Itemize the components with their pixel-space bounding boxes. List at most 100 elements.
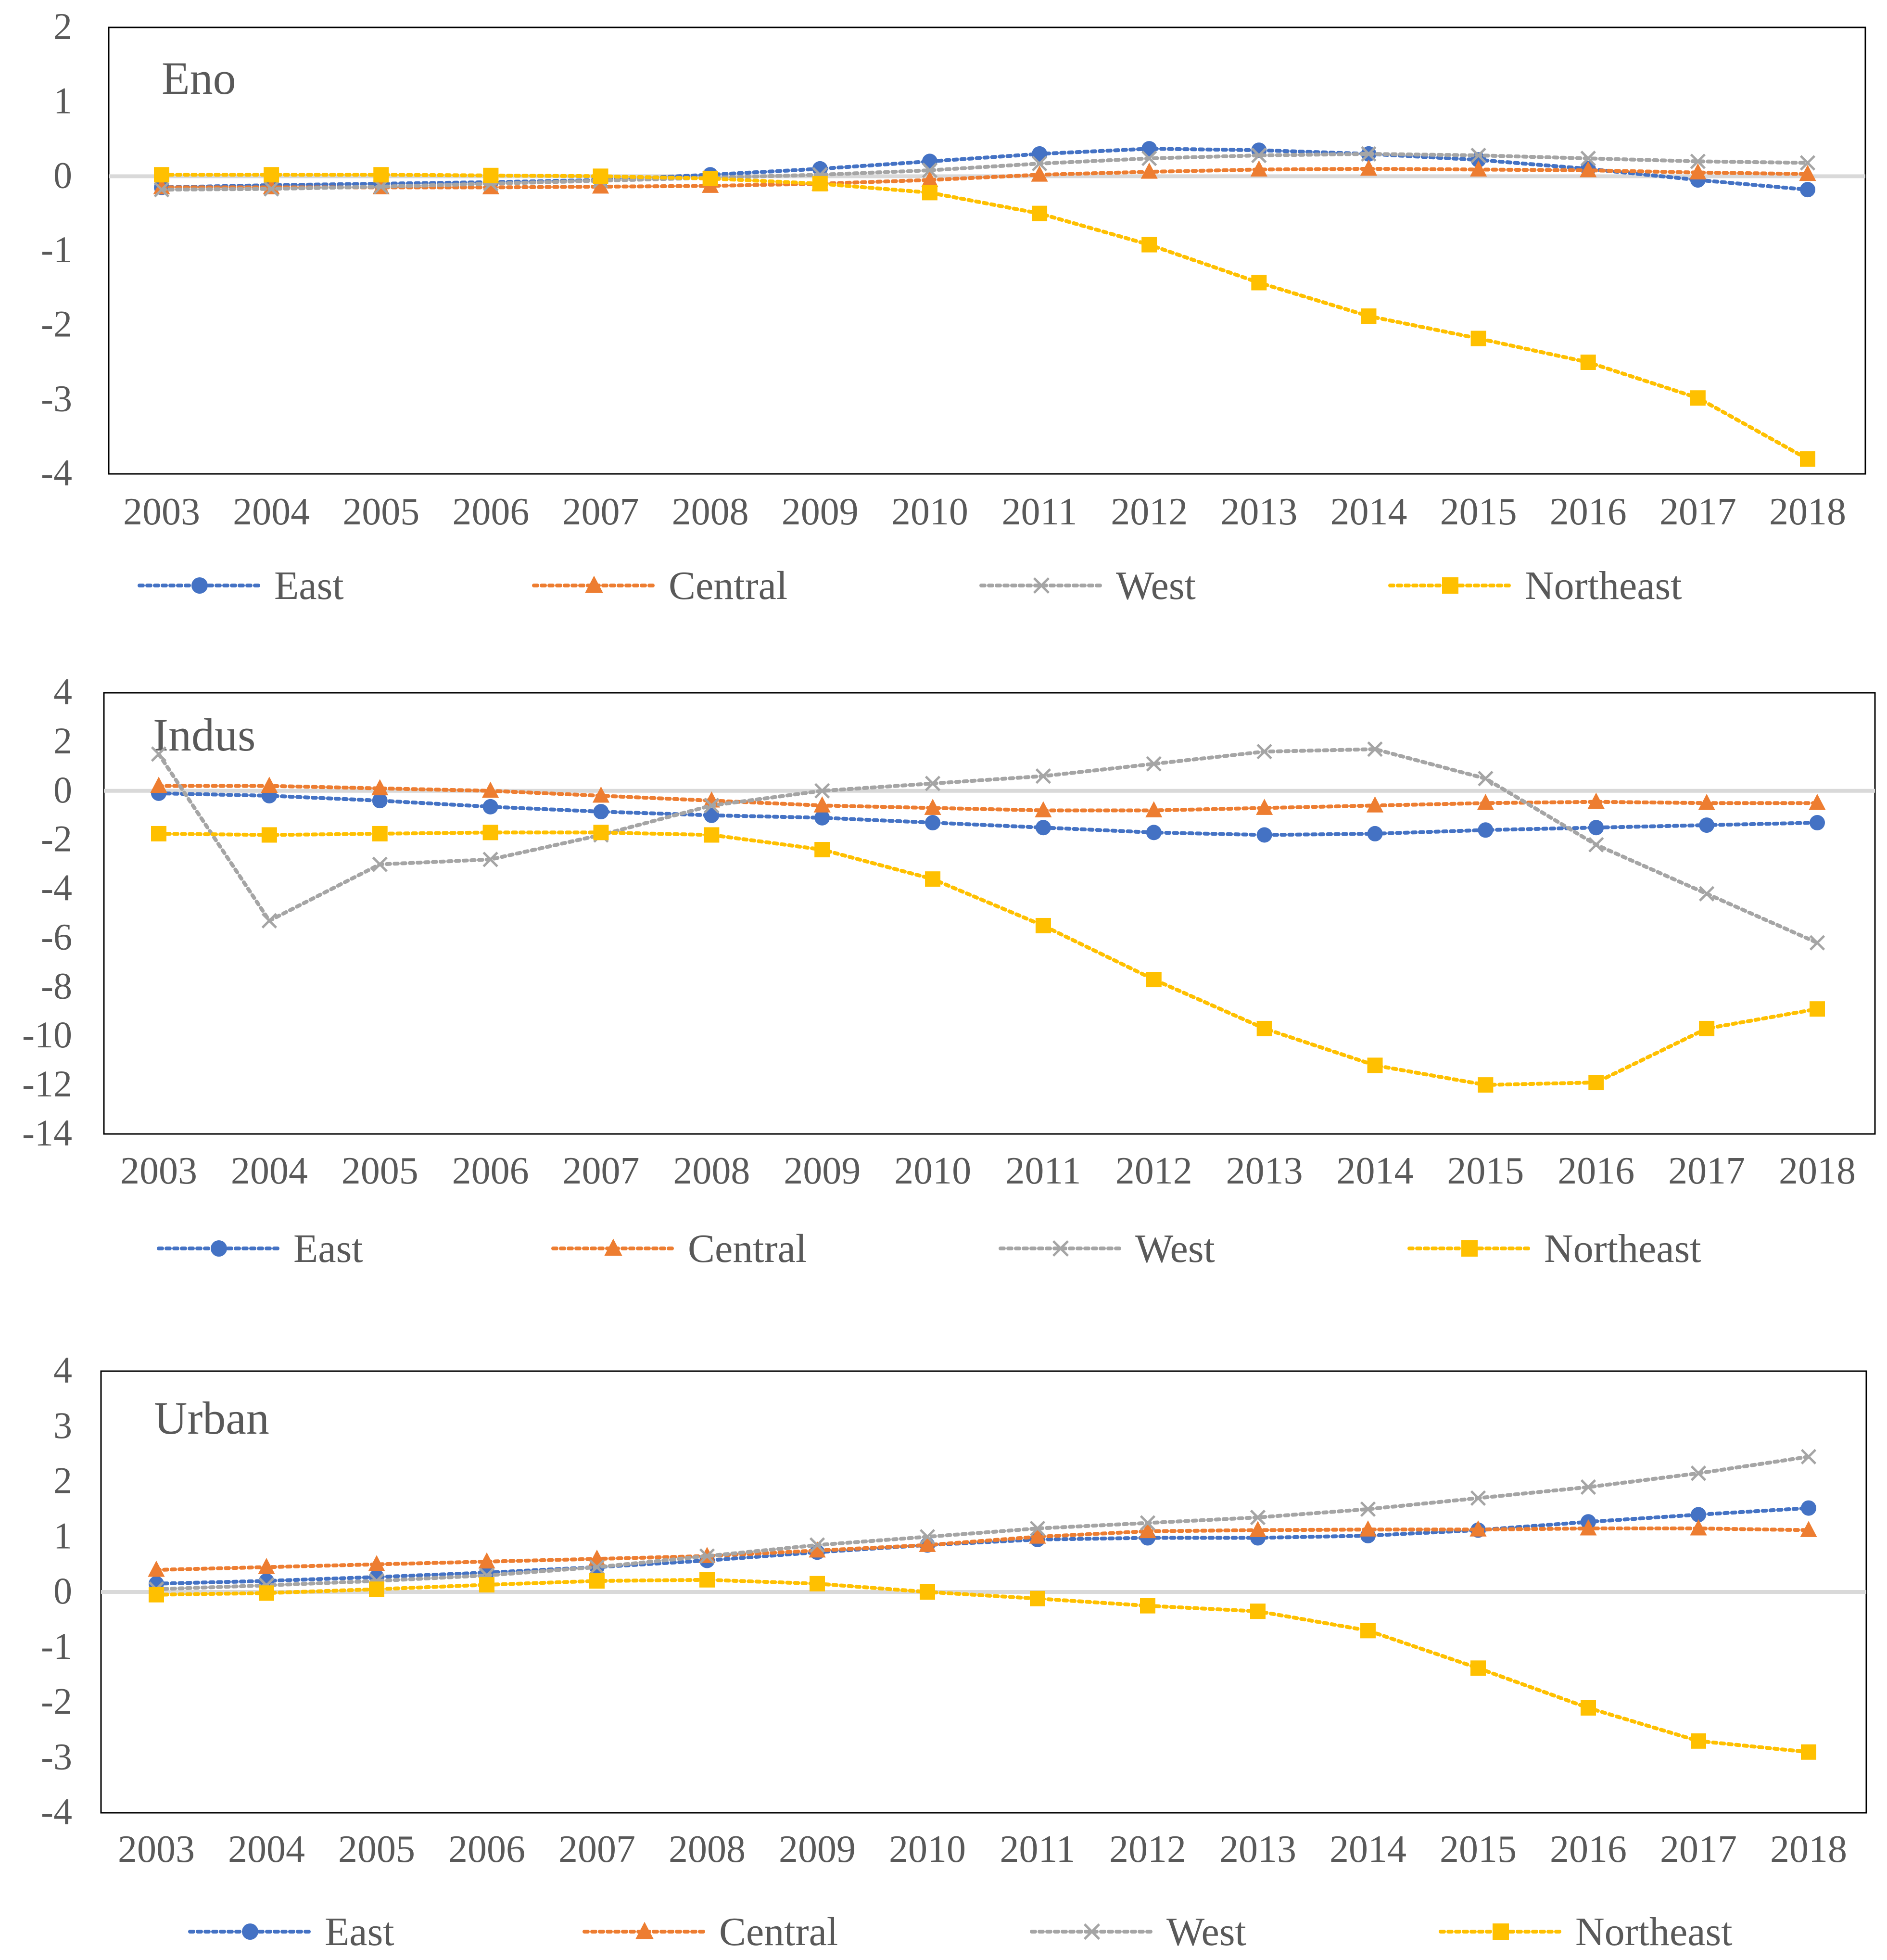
series-line [157, 747, 1819, 945]
y-tick-label: -2 [41, 818, 72, 860]
x-tick-label: 2009 [782, 491, 859, 533]
data-point [478, 1552, 495, 1569]
y-tick-label: -2 [41, 1680, 72, 1722]
data-point [482, 799, 498, 815]
data-point [1360, 159, 1378, 176]
data-point [924, 799, 941, 815]
x-tick-label: 2017 [1668, 1150, 1745, 1192]
data-point [258, 1558, 275, 1574]
data-point [1469, 1520, 1487, 1537]
legend-label: Central [719, 1909, 838, 1954]
data-point [919, 1536, 936, 1552]
legend-label: Central [688, 1226, 807, 1271]
x-tick-label: 2003 [120, 1150, 197, 1192]
data-point [1030, 1591, 1045, 1606]
data-point [593, 804, 609, 820]
x-tick-label: 2012 [1109, 1828, 1186, 1871]
chart-panel-eno: 2 1 0 -1 -2 -3 -4 2003 2004 2005 2006 2007 2008 2009 2… [41, 5, 1866, 608]
data-point [1361, 308, 1377, 324]
data-point [702, 170, 718, 186]
x-tick-label: 2010 [894, 1150, 971, 1192]
chart-title: Eno [162, 52, 236, 104]
data-point [593, 168, 608, 184]
legend-item-east: East [138, 563, 344, 608]
series-east [151, 785, 1825, 843]
y-tick-label: -2 [41, 303, 72, 345]
y-tick-label: -4 [41, 867, 72, 909]
data-point [1689, 163, 1707, 179]
data-point [1145, 801, 1163, 817]
x-tick-label: 2010 [889, 1828, 966, 1871]
data-point [483, 167, 499, 183]
data-point [1699, 817, 1715, 833]
data-point [814, 783, 830, 799]
data-point [1470, 160, 1487, 177]
data-point [1478, 771, 1494, 787]
data-point [814, 810, 830, 826]
y-tick-label: 3 [53, 1404, 72, 1446]
data-point [1029, 1527, 1046, 1544]
legend-item-central: Central [551, 1226, 807, 1271]
data-point [1141, 237, 1157, 253]
data-point [372, 826, 388, 841]
series-line [160, 152, 1810, 192]
legend-item-northeast: Northeast [1407, 1226, 1701, 1271]
data-point [1470, 147, 1486, 164]
data-point [1146, 825, 1162, 840]
data-point [373, 167, 389, 183]
data-point [482, 178, 499, 194]
y-tick-label: 1 [53, 1515, 72, 1556]
series-central [150, 776, 1826, 817]
legend-item-northeast: Northeast [1439, 1909, 1733, 1954]
data-point [809, 1541, 826, 1558]
data-point [814, 842, 830, 858]
data-point [593, 825, 609, 840]
data-point [1477, 794, 1494, 810]
data-point [1256, 744, 1272, 760]
legend-item-east: East [188, 1909, 394, 1954]
data-point [1809, 794, 1826, 810]
legend-item-west: West [999, 1226, 1215, 1271]
data-point [699, 1572, 715, 1588]
y-tick-label: 2 [53, 720, 72, 762]
data-point [1140, 1598, 1155, 1614]
data-point [589, 1573, 605, 1589]
y-tick-label: 0 [53, 154, 72, 196]
data-point [813, 796, 831, 813]
legend-label: East [274, 563, 344, 608]
data-point [1367, 1057, 1383, 1073]
data-point [1800, 182, 1815, 198]
data-point [1256, 1020, 1272, 1036]
data-point [263, 178, 280, 194]
legend-label: Northeast [1544, 1226, 1701, 1271]
x-tick-label: 2017 [1659, 491, 1736, 533]
x-tick-label: 2013 [1220, 491, 1297, 533]
data-point [1249, 1521, 1266, 1537]
x-tick-label: 2015 [1440, 1828, 1517, 1871]
x-tick-label: 2008 [669, 1828, 746, 1871]
legend-item-central: Central [532, 563, 787, 608]
data-point [154, 167, 169, 183]
y-tick-label: 4 [53, 671, 72, 713]
series-northeast [149, 1572, 1816, 1760]
data-point [1698, 886, 1715, 902]
data-point [479, 1577, 494, 1593]
data-point [921, 170, 938, 187]
data-point [1256, 799, 1273, 815]
data-point [150, 776, 167, 793]
legend-label: Northeast [1575, 1909, 1733, 1954]
data-point [1810, 815, 1825, 831]
x-tick-label: 2008 [673, 1150, 750, 1192]
data-point [1809, 935, 1825, 951]
y-tick-label: 0 [53, 1570, 72, 1612]
data-point [1032, 146, 1048, 162]
legend: East Central West Northeast [188, 1909, 1733, 1954]
series-northeast [154, 167, 1815, 467]
data-point [1690, 390, 1706, 406]
data-point [704, 827, 720, 843]
data-point [1580, 1479, 1596, 1495]
x-tick-label: 2006 [452, 491, 529, 533]
data-point [925, 815, 941, 831]
data-point [1581, 1700, 1596, 1716]
